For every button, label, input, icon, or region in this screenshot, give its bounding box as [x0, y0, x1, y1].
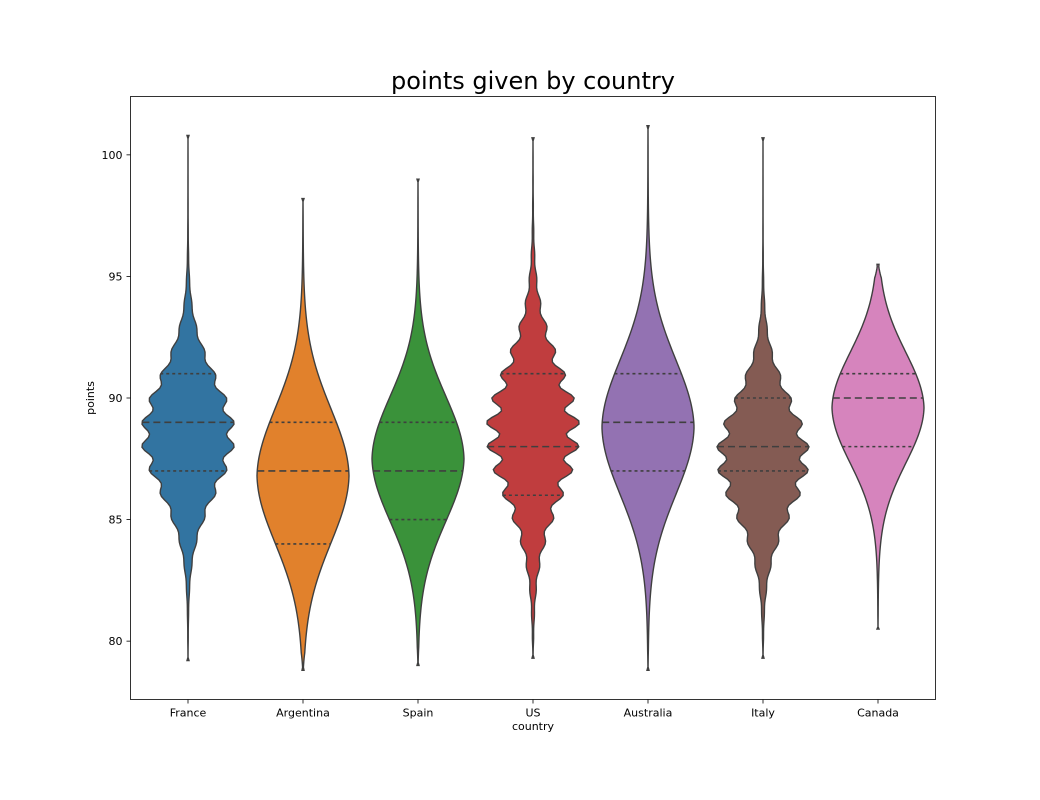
y-tick-label: 85 — [109, 514, 123, 527]
x-axis-label: country — [512, 720, 555, 733]
x-tick-label: Australia — [624, 707, 673, 720]
y-tick-label: 100 — [102, 149, 123, 162]
x-tick-label: Spain — [403, 707, 434, 720]
violin-italy — [716, 137, 810, 659]
y-tick-label: 95 — [109, 270, 123, 283]
violin-layer — [141, 124, 925, 672]
x-axis: France Argentina Spain US Australia Italy Cana… — [170, 699, 899, 720]
violin-canada — [831, 263, 925, 630]
x-tick-label: Argentina — [276, 707, 330, 720]
y-axis: 80 85 90 95 100 — [102, 149, 131, 648]
y-tick-label: 90 — [109, 392, 123, 405]
y-tick-label: 80 — [109, 635, 123, 648]
x-tick-label: France — [170, 707, 207, 720]
x-tick-label: Italy — [751, 707, 775, 720]
x-tick-label: Canada — [857, 707, 899, 720]
violin-france — [141, 134, 235, 662]
y-axis-label: points — [84, 381, 97, 415]
violin-us — [486, 137, 580, 659]
violin-australia — [601, 124, 695, 672]
x-tick-label: US — [525, 707, 540, 720]
chart-title: points given by country — [391, 67, 675, 95]
violin-argentina — [256, 197, 350, 672]
